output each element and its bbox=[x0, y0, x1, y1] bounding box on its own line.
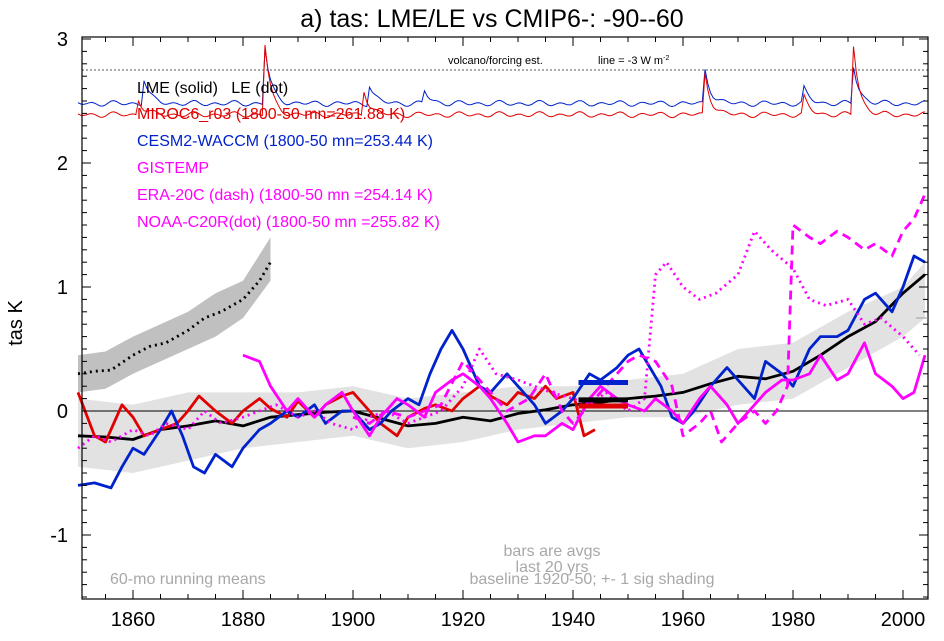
volcano-note: volcano/forcing est. bbox=[448, 55, 543, 67]
legend-miroc6: MIROC6_r03 (1800-50 mn=261.88 K) bbox=[137, 106, 405, 123]
series-miroc6-r03 bbox=[76, 384, 596, 444]
legend-noaa-c20r: NOAA-C20R(dot) (1800-50 mn =255.82 K) bbox=[137, 214, 440, 231]
x-tick-label: 1920 bbox=[441, 609, 486, 631]
band-le bbox=[78, 237, 271, 393]
legend-cesm2: CESM2-WACCM (1800-50 mn=253.44 K) bbox=[137, 133, 433, 150]
forcing-note-text: line = -3 W m bbox=[598, 55, 663, 67]
forcing-note: line = -3 W m-2 bbox=[598, 55, 669, 67]
y-axis-label: tas K bbox=[5, 300, 27, 346]
legend-lme: LME (solid) LE (dot) bbox=[137, 80, 288, 97]
series-noaa-c20r bbox=[77, 229, 921, 450]
reference-lines bbox=[82, 69, 928, 412]
x-tick-label: 1960 bbox=[661, 609, 706, 631]
spread-bands bbox=[78, 237, 925, 473]
last20-bars bbox=[578, 379, 628, 409]
forcing-cesm2-waccm-forcing bbox=[77, 48, 926, 108]
x-tick-label: 1880 bbox=[221, 609, 266, 631]
legend: LME (solid) LE (dot) MIROC6_r03 (1800-50… bbox=[137, 80, 440, 231]
y-tick-label: 3 bbox=[57, 29, 68, 51]
x-tick-label: 1940 bbox=[551, 609, 596, 631]
baseline-note: baseline 1920-50; +- 1 sig shading bbox=[469, 571, 714, 588]
x-tick-label: 1860 bbox=[111, 609, 156, 631]
running-mean-note: 60-mo running means bbox=[110, 571, 266, 588]
annotations: volcano/forcing est. line = -3 W m-2 60-… bbox=[110, 55, 715, 588]
x-tick-label: 1980 bbox=[771, 609, 816, 631]
x-tick-label: 2000 bbox=[881, 609, 926, 631]
legend-era20c: ERA-20C (dash) (1800-50 mn =254.14 K) bbox=[137, 187, 433, 204]
series-cesm2-waccm bbox=[77, 254, 926, 490]
forcing-series bbox=[77, 44, 926, 119]
legend-gistemp: GISTEMP bbox=[137, 160, 209, 177]
series-le bbox=[77, 261, 272, 376]
bars-note: bars are avgs bbox=[504, 543, 601, 560]
band-lme bbox=[78, 262, 925, 473]
y-tick-label: -1 bbox=[50, 525, 68, 547]
x-tick-label: 1900 bbox=[331, 609, 376, 631]
y-tick-label: 0 bbox=[57, 401, 68, 423]
forcing-note-sup: -2 bbox=[663, 55, 669, 62]
y-tick-label: 1 bbox=[57, 277, 68, 299]
chart-title: a) tas: LME/LE vs CMIP6-: -90--60 bbox=[300, 5, 683, 33]
forcing-miroc6-r03-forcing bbox=[77, 44, 926, 119]
bars-note-2: last 20 yrs bbox=[516, 559, 589, 576]
y-tick-label: 2 bbox=[57, 153, 68, 175]
data-series bbox=[76, 193, 927, 490]
axes: 1860 1880 1900 1920 1940 1960 1980 2000 -1 0 1 2 3 bbox=[50, 29, 929, 631]
